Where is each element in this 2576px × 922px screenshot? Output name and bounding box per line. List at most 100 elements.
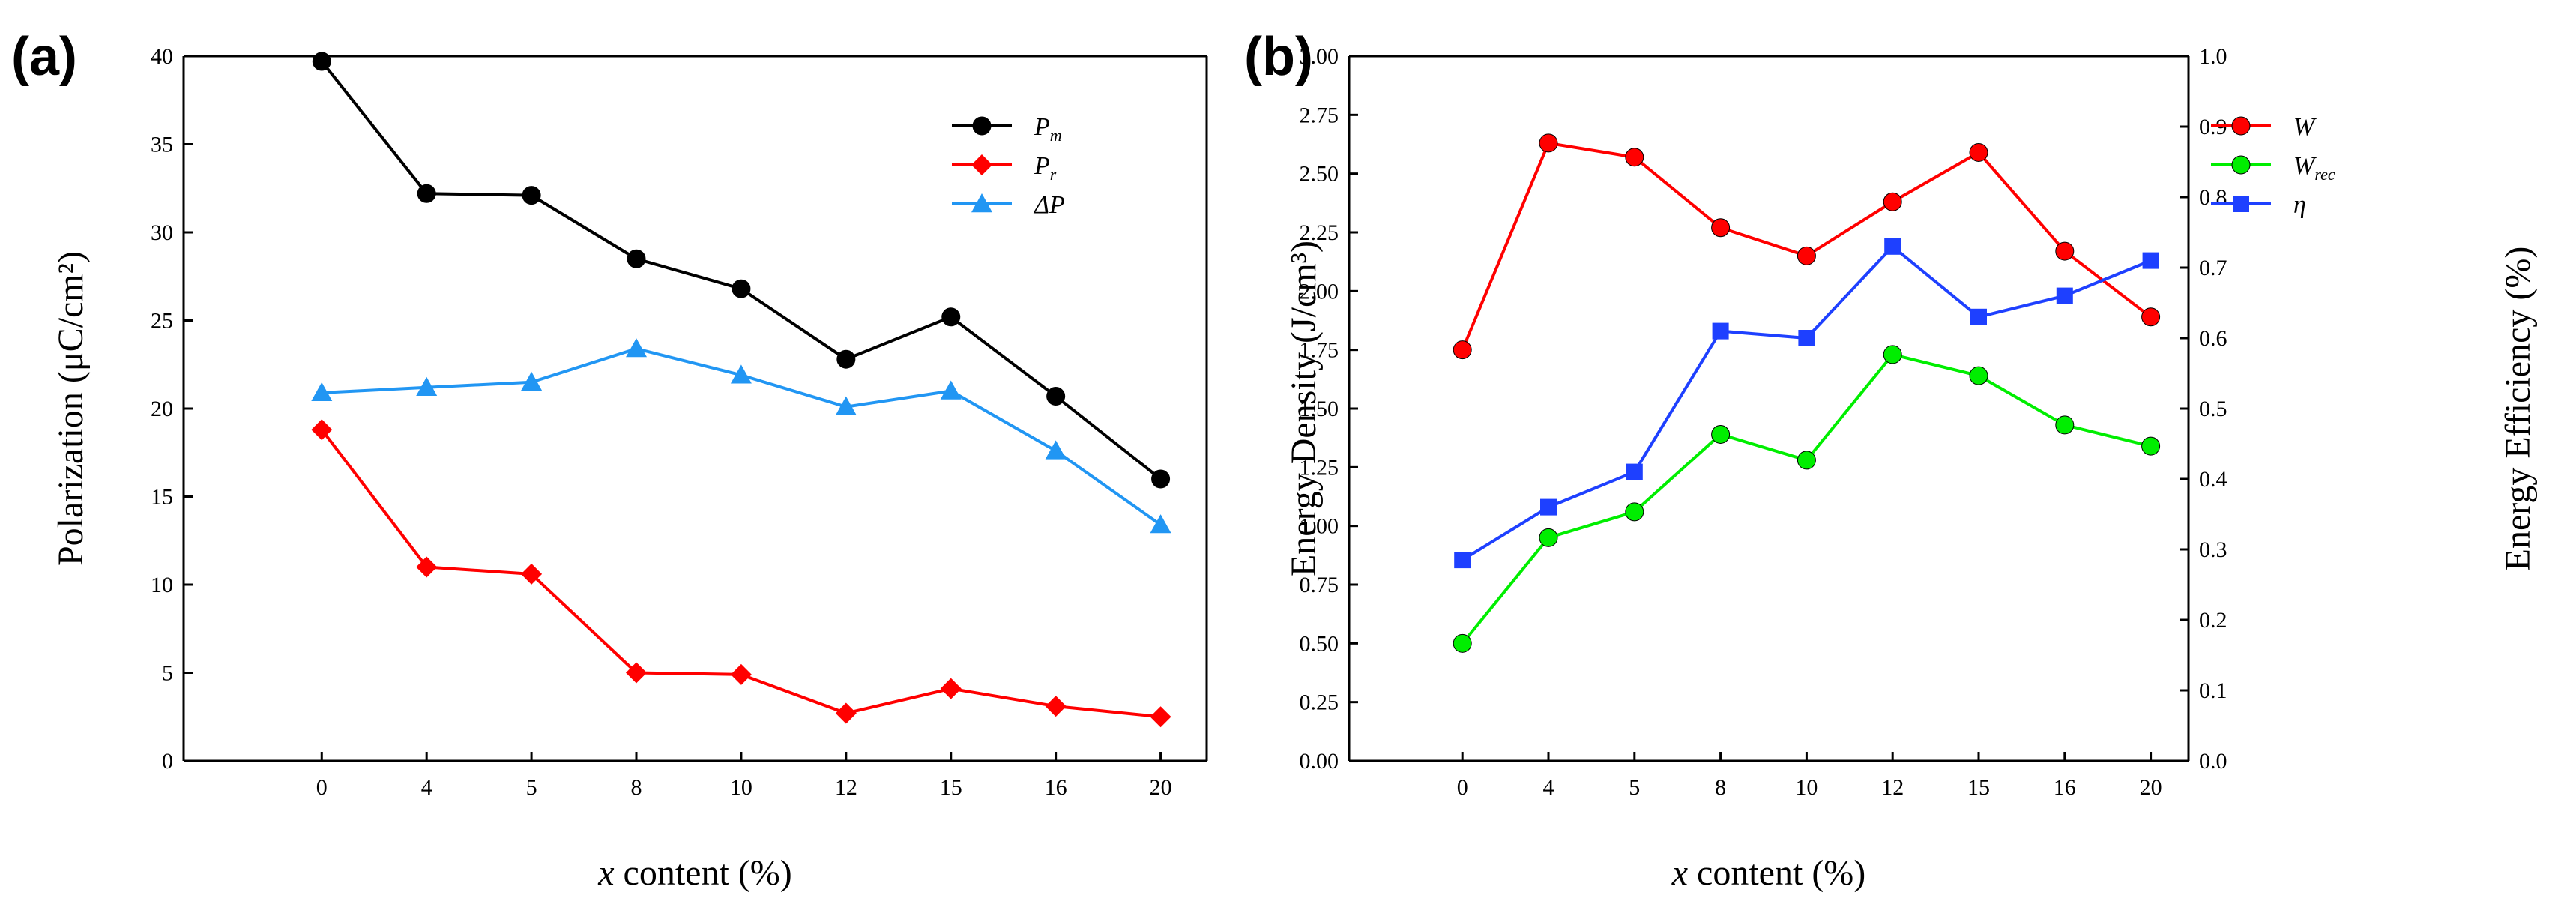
data-point bbox=[2142, 252, 2159, 269]
data-point bbox=[1798, 330, 1815, 346]
data-point bbox=[2055, 415, 2075, 435]
data-point bbox=[1150, 706, 1171, 728]
x-tick-label: 5 bbox=[1629, 775, 1640, 800]
series-1: Pr bbox=[311, 152, 1171, 728]
y2-tick-label: 0.5 bbox=[2199, 397, 2227, 421]
x-axis-label-var: x bbox=[597, 853, 614, 893]
x-tick-label: 12 bbox=[835, 775, 857, 800]
legend-label: W bbox=[2293, 113, 2317, 141]
data-point bbox=[522, 186, 541, 205]
y2-axis-label: Energy Efficiency (%) bbox=[2498, 247, 2538, 571]
y-tick-label: 20 bbox=[151, 397, 173, 421]
data-point bbox=[1453, 633, 1472, 653]
series-0: Pm bbox=[312, 52, 1171, 489]
data-point bbox=[1540, 498, 1557, 516]
data-point bbox=[2141, 436, 2161, 456]
data-point bbox=[1711, 424, 1731, 444]
legend-label: Wrec bbox=[2293, 152, 2335, 184]
panel-label: (a) bbox=[11, 27, 77, 87]
x-tick-label: 12 bbox=[1881, 775, 1904, 800]
y2-tick-label: 1.0 bbox=[2199, 44, 2227, 69]
data-point bbox=[730, 364, 752, 384]
y-tick-label: 0.25 bbox=[1300, 690, 1339, 715]
y-tick-label: 0.00 bbox=[1300, 749, 1339, 774]
data-point bbox=[1797, 246, 1816, 265]
x-tick-label: 8 bbox=[1715, 775, 1726, 800]
legend-label: Pr bbox=[1034, 152, 1057, 184]
x-tick-label: 4 bbox=[1543, 775, 1554, 800]
data-point bbox=[836, 349, 856, 369]
legend-name: η bbox=[2293, 191, 2306, 219]
data-point bbox=[1883, 345, 1902, 364]
data-point bbox=[1045, 440, 1067, 460]
legend-marker bbox=[2231, 116, 2251, 136]
y-tick-label: 25 bbox=[151, 309, 173, 334]
data-point bbox=[941, 307, 961, 327]
data-point bbox=[940, 380, 962, 400]
x-tick-label: 8 bbox=[631, 775, 642, 800]
legend-marker bbox=[971, 154, 992, 175]
legend-marker bbox=[972, 116, 992, 136]
x-tick-label: 15 bbox=[1967, 775, 1990, 800]
data-point bbox=[1539, 528, 1558, 547]
y2-tick-label: 0.1 bbox=[2199, 678, 2227, 703]
x-tick-label: 16 bbox=[2054, 775, 2076, 800]
data-point bbox=[1625, 148, 1644, 167]
data-point bbox=[416, 556, 438, 578]
data-point bbox=[1711, 218, 1731, 238]
legend-marker bbox=[971, 193, 992, 213]
legend-subscript: r bbox=[1050, 165, 1057, 184]
data-point bbox=[1626, 463, 1643, 480]
y-tick-label: 10 bbox=[151, 573, 173, 597]
x-tick-label: 20 bbox=[2140, 775, 2162, 800]
data-point bbox=[1969, 142, 1988, 162]
y-tick-label: 2.75 bbox=[1300, 103, 1339, 127]
data-point bbox=[1151, 469, 1171, 489]
data-point bbox=[1046, 387, 1066, 406]
data-point bbox=[1454, 552, 1471, 569]
y2-tick-label: 0.3 bbox=[2199, 537, 2227, 562]
x-tick-label: 4 bbox=[421, 775, 432, 800]
data-point bbox=[627, 249, 646, 268]
legend-name: ΔP bbox=[1033, 191, 1065, 219]
data-point bbox=[311, 382, 333, 402]
y-tick-label: 2.25 bbox=[1300, 220, 1339, 245]
chart-panel-b: (b)0.000.250.500.751.001.251.501.752.002… bbox=[1244, 27, 2538, 893]
data-point bbox=[311, 419, 333, 441]
data-point bbox=[1970, 308, 1987, 325]
y2-tick-label: 0.4 bbox=[2199, 467, 2227, 492]
legend-label: η bbox=[2293, 191, 2306, 219]
x-tick-label: 10 bbox=[1795, 775, 1818, 800]
data-point bbox=[1797, 451, 1816, 470]
x-tick-label: 20 bbox=[1150, 775, 1172, 800]
y-tick-label: 35 bbox=[151, 133, 173, 157]
x-tick-label: 16 bbox=[1045, 775, 1067, 800]
legend-name: P bbox=[1034, 113, 1050, 141]
y-tick-label: 0.50 bbox=[1300, 631, 1339, 656]
data-point bbox=[626, 662, 648, 684]
data-point bbox=[1539, 133, 1558, 153]
data-point bbox=[835, 702, 857, 724]
y2-tick-label: 0.7 bbox=[2199, 256, 2227, 280]
x-tick-label: 15 bbox=[940, 775, 962, 800]
legend-marker bbox=[2231, 155, 2251, 175]
x-tick-label: 10 bbox=[730, 775, 752, 800]
legend-subscript: rec bbox=[2314, 165, 2335, 184]
y-tick-label: 0 bbox=[162, 749, 173, 774]
data-point bbox=[521, 563, 543, 585]
y2-tick-label: 0.0 bbox=[2199, 749, 2227, 774]
legend-name: P bbox=[1034, 152, 1050, 180]
y-tick-label: 1.25 bbox=[1300, 455, 1339, 480]
x-axis-label: x content (%) bbox=[1671, 853, 1866, 893]
data-point bbox=[417, 184, 436, 203]
data-point bbox=[1045, 696, 1067, 717]
y-axis-label: Polarization (μC/cm²) bbox=[51, 251, 91, 566]
x-axis-label: x content (%) bbox=[597, 853, 792, 893]
y-tick-label: 0.75 bbox=[1300, 573, 1339, 597]
data-point bbox=[835, 396, 857, 415]
y2-tick-label: 0.6 bbox=[2199, 326, 2227, 351]
data-point bbox=[940, 678, 962, 699]
x-axis-label-text: content (%) bbox=[1688, 853, 1865, 893]
series-2: η bbox=[1454, 191, 2306, 569]
legend-name: W bbox=[2293, 113, 2317, 141]
